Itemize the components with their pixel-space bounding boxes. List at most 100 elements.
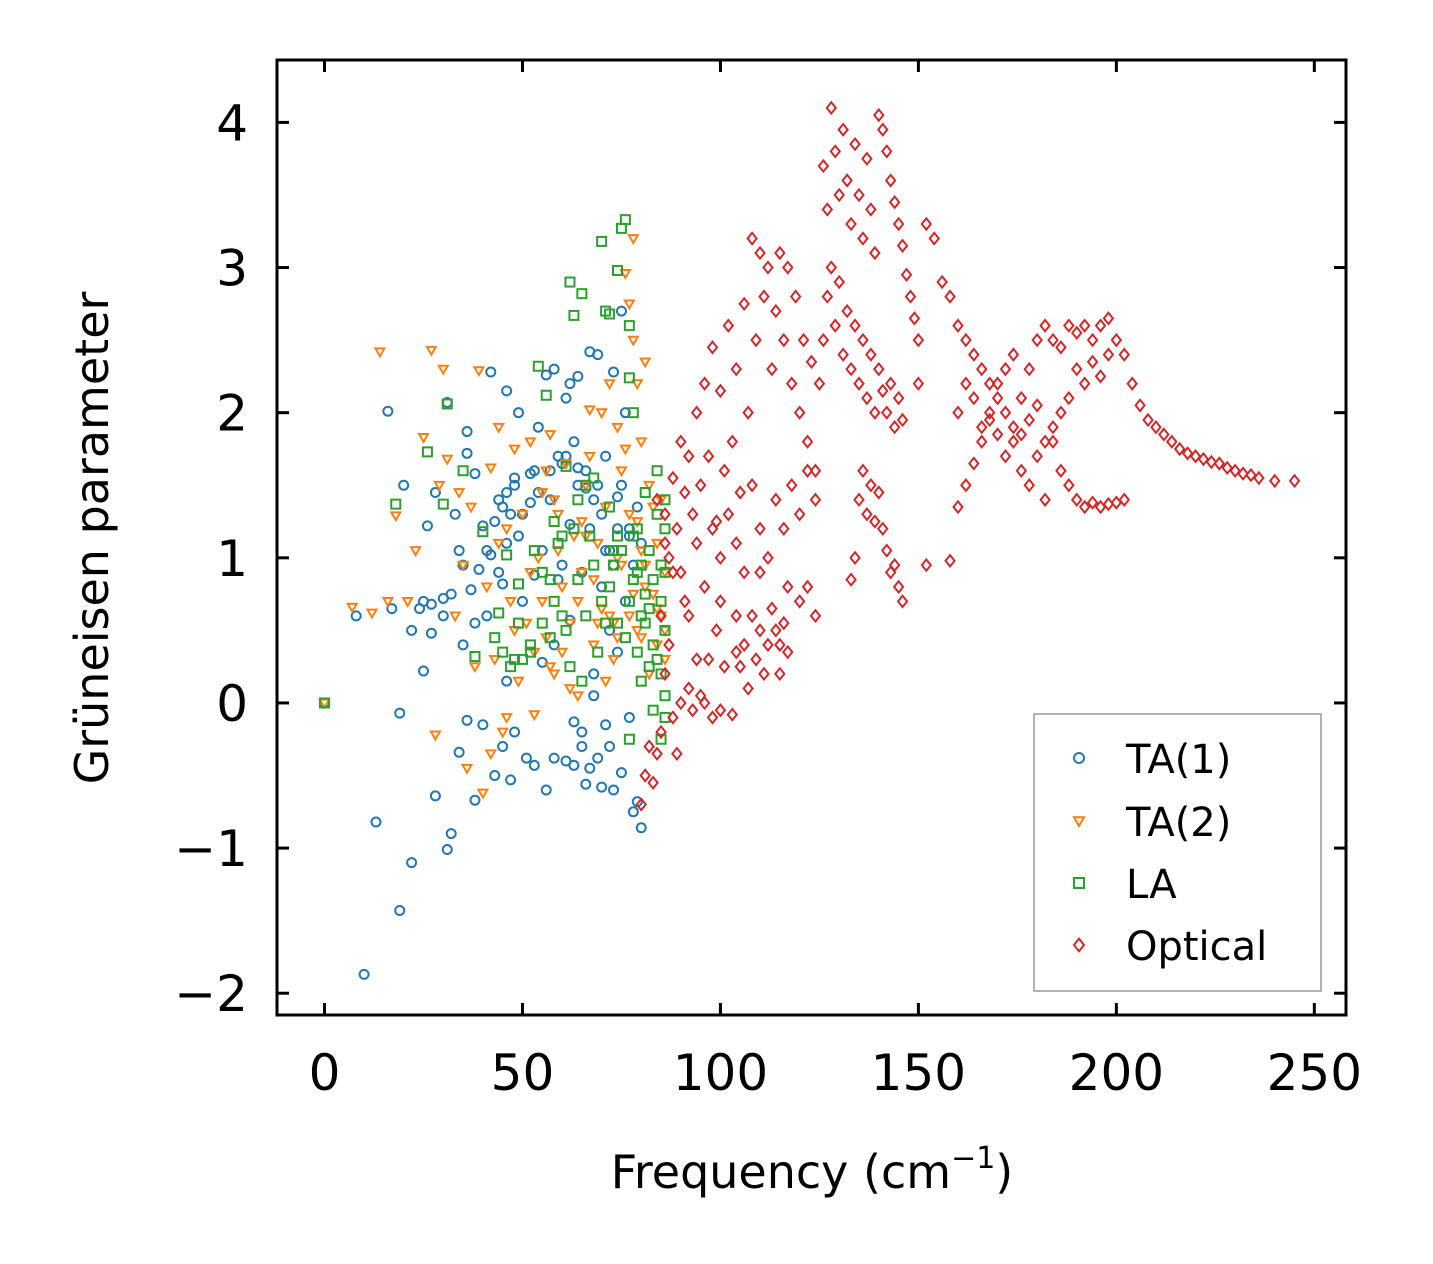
data-point xyxy=(734,485,747,500)
data-point xyxy=(604,581,616,593)
data-point xyxy=(433,480,446,492)
data-point xyxy=(504,596,517,608)
data-point xyxy=(702,652,715,667)
data-point xyxy=(829,318,842,333)
data-point xyxy=(833,187,845,203)
data-point xyxy=(1094,369,1107,384)
data-point xyxy=(516,595,528,607)
data-point xyxy=(659,523,671,535)
data-point xyxy=(477,526,489,538)
data-point xyxy=(615,545,627,557)
data-point xyxy=(576,288,588,300)
data-point xyxy=(623,595,635,607)
data-point xyxy=(587,640,600,652)
data-point xyxy=(528,465,540,477)
data-point xyxy=(659,536,671,551)
data-point xyxy=(528,759,540,771)
data-point xyxy=(599,676,612,688)
data-point xyxy=(505,508,517,520)
data-point xyxy=(528,710,541,722)
data-point xyxy=(457,639,469,651)
data-point xyxy=(825,260,838,275)
data-point xyxy=(952,499,964,515)
data-point xyxy=(746,231,758,246)
data-point xyxy=(516,509,529,521)
data-point xyxy=(742,681,754,696)
data-point xyxy=(556,530,568,542)
data-point xyxy=(635,797,648,812)
data-point xyxy=(638,357,652,369)
x-tick-label: 150 xyxy=(871,1044,966,1102)
x-tick-label: 250 xyxy=(1267,1044,1362,1102)
data-point xyxy=(876,383,889,399)
data-point xyxy=(615,560,628,572)
data-point xyxy=(793,594,806,609)
data-point xyxy=(441,844,453,856)
data-point xyxy=(631,646,643,658)
data-point xyxy=(1047,434,1059,449)
data-point xyxy=(1015,390,1028,406)
data-point xyxy=(623,733,635,745)
data-point xyxy=(623,611,636,623)
data-point xyxy=(536,617,548,629)
y-tick-label: −1 xyxy=(174,820,248,878)
data-point xyxy=(524,639,536,651)
data-point xyxy=(770,492,782,507)
data-point xyxy=(513,578,525,590)
data-point xyxy=(409,546,422,558)
data-point xyxy=(547,669,561,681)
data-point xyxy=(627,234,640,246)
data-point xyxy=(805,354,818,370)
data-point xyxy=(560,755,572,767)
data-point xyxy=(580,479,592,491)
data-point xyxy=(746,608,758,624)
data-point xyxy=(389,511,403,523)
data-point xyxy=(536,596,549,608)
data-point xyxy=(675,434,687,449)
data-point xyxy=(576,675,588,687)
data-point xyxy=(1253,470,1265,486)
data-point xyxy=(532,421,544,433)
data-point xyxy=(853,492,865,507)
data-point xyxy=(1070,492,1083,507)
data-point xyxy=(635,822,647,834)
data-point xyxy=(675,695,687,711)
data-point xyxy=(572,462,584,474)
data-point xyxy=(857,463,869,478)
data-point xyxy=(453,746,465,758)
data-point xyxy=(968,456,980,471)
data-point xyxy=(845,361,857,377)
data-point xyxy=(592,752,604,764)
data-point xyxy=(473,563,485,575)
data-point xyxy=(627,407,639,419)
data-point xyxy=(655,668,667,680)
data-point xyxy=(936,274,948,290)
data-point xyxy=(646,502,660,514)
data-point xyxy=(600,545,612,557)
data-point xyxy=(718,659,731,674)
data-point xyxy=(865,347,877,362)
data-point xyxy=(714,702,727,718)
data-point xyxy=(1055,340,1067,355)
data-point xyxy=(1181,446,1194,461)
x-axis-title: Frequency (cm−1) xyxy=(611,1141,1014,1199)
data-point xyxy=(880,405,893,420)
data-point xyxy=(1102,347,1115,362)
data-point xyxy=(611,491,623,503)
data-point xyxy=(888,419,901,435)
data-point xyxy=(497,740,509,752)
data-point xyxy=(596,595,608,607)
data-point xyxy=(869,405,881,420)
data-point xyxy=(690,405,703,420)
data-point xyxy=(726,434,739,449)
data-point xyxy=(952,405,964,420)
data-point xyxy=(750,332,762,348)
data-point xyxy=(975,434,988,449)
data-point xyxy=(580,610,592,622)
data-point xyxy=(588,668,600,680)
data-point xyxy=(631,379,644,391)
data-point xyxy=(588,494,600,506)
data-point xyxy=(778,521,790,537)
data-point xyxy=(604,740,616,752)
